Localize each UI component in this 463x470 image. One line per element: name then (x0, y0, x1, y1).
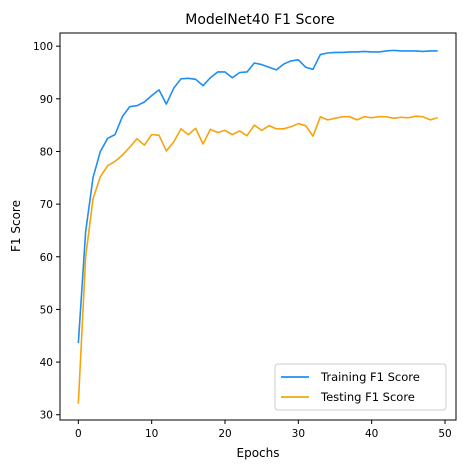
legend-label-training: Training F1 Score (320, 370, 420, 384)
x-tick-label: 10 (145, 428, 158, 440)
legend-label-testing: Testing F1 Score (320, 390, 415, 404)
chart-title: ModelNet40 F1 Score (185, 12, 335, 28)
legend-box (274, 363, 447, 411)
y-tick-label: 80 (40, 146, 53, 158)
x-tick-label: 0 (75, 428, 82, 440)
y-axis-label: F1 Score (9, 200, 23, 252)
y-tick-label: 60 (40, 252, 53, 264)
x-tick-label: 40 (365, 428, 378, 440)
plot-frame (59, 32, 457, 421)
x-tick-label: 20 (218, 428, 231, 440)
series-line-testing (77, 115, 438, 404)
x-axis-ticks: 0 10 20 30 40 50 (75, 420, 452, 440)
y-axis-ticks: 30 40 50 60 70 80 90 100 (33, 41, 60, 422)
y-tick-label: 40 (40, 357, 53, 369)
x-axis-label: Epochs (237, 446, 280, 460)
legend: Training F1 Score Testing F1 Score (274, 363, 447, 411)
plot-lines (77, 49, 438, 404)
x-tick-label: 50 (438, 428, 451, 440)
y-tick-label: 50 (40, 304, 53, 316)
y-tick-label: 100 (33, 41, 53, 53)
y-tick-label: 30 (40, 410, 53, 422)
x-tick-label: 30 (292, 428, 305, 440)
series-line-training (77, 49, 438, 344)
y-tick-label: 70 (40, 199, 53, 211)
y-tick-label: 90 (40, 94, 53, 106)
